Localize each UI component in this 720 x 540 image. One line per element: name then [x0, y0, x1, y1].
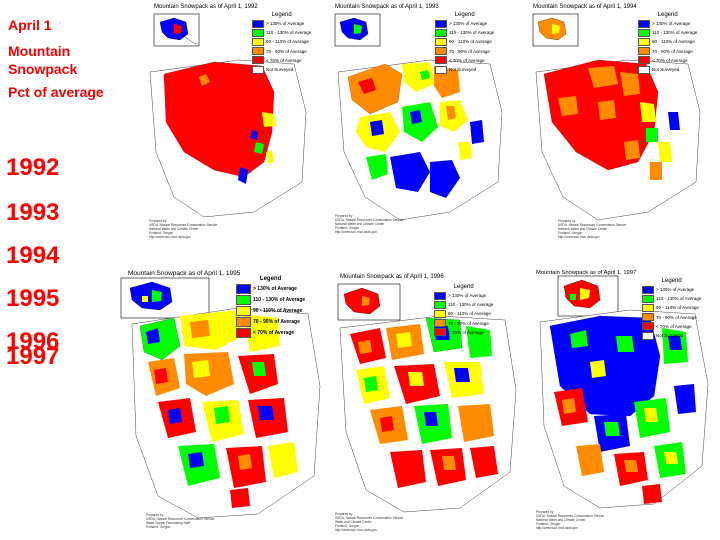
map-panel-1996: Mountain Snowpack as of April 1, 1996 Le… [330, 272, 522, 538]
year-label-1994: 1994 [6, 242, 60, 269]
legend-item: 70 - 90% of Average [638, 47, 697, 56]
legend-title: Legend [271, 12, 292, 18]
legend-item: 110 - 130% of Average [638, 28, 697, 37]
legend-item: 70 - 90% of Average [435, 47, 494, 56]
subtitle-label: Pct of average [8, 84, 104, 100]
legend-item: > 130% of Average [642, 285, 701, 294]
year-label-1997: 1997 [6, 343, 60, 370]
credit-1993: Prepared by USDA, Natural Resources Cons… [335, 214, 404, 234]
map-panel-1992: Mountain Snowpack as of April 1, 1992 Le… [144, 2, 322, 247]
map-title-1996: Mountain Snowpack as of April 1, 1996 [340, 274, 444, 280]
legend-title: Legend [453, 284, 474, 290]
legend-1994: Legend > 130% of Average 110 - 130% of A… [638, 12, 697, 74]
legend-item: Not Surveyed [638, 65, 697, 74]
legend-item: > 130% of Average [252, 19, 311, 28]
map-title-1993: Mountain Snowpack as of April 1, 1993 [335, 4, 439, 10]
snowpack-map-1993 [334, 13, 503, 221]
legend-item: > 130% of Average [638, 19, 697, 28]
legend-1996: Legend > 130% of Average 110 - 130% of A… [434, 284, 493, 337]
legend-item: > 130% of Average [435, 19, 494, 28]
legend-title: Legend [661, 278, 682, 284]
map-panel-1993: Mountain Snowpack as of April 1, 1993 Le… [330, 2, 520, 247]
legend-1997: Legend > 130% of Average 110 - 130% of A… [642, 278, 701, 340]
map-panel-1994: Mountain Snowpack as of April 1, 1994 Le… [528, 2, 718, 247]
legend-title: Legend [259, 276, 282, 282]
year-label-1992: 1992 [6, 154, 60, 181]
credit-1992: Prepared by USDA, Natural Resources Cons… [149, 219, 218, 239]
legend-item: Not Surveyed [252, 65, 311, 74]
legend-item: 70 - 90% of Average [252, 47, 311, 56]
date-label: April 1 [8, 17, 52, 33]
legend-item: > 130% of Average [236, 283, 305, 294]
legend-1995: Legend > 130% of Average 110 - 130% of A… [236, 276, 305, 338]
legend-item: Not Surveyed [435, 65, 494, 74]
legend-item: 110 - 130% of Average [642, 294, 701, 303]
legend-item: 110 - 130% of Average [435, 28, 494, 37]
credit-1996: Prepared by USDA, Natural Resources Cons… [335, 512, 404, 532]
legend-item: 70 - 90% of Average [236, 316, 305, 327]
map-title-1995: Mountain Snowpack as of April 1, 1995 [128, 270, 241, 277]
legend-item: 90 - 110% of Average [434, 309, 493, 318]
year-label-1995: 1995 [6, 285, 60, 312]
legend-item: 90 - 110% of Average [642, 303, 701, 312]
year-label-1993: 1993 [6, 199, 60, 226]
legend-item: 90 - 110% of Average [638, 37, 697, 46]
legend-1993: Legend > 130% of Average 110 - 130% of A… [435, 12, 494, 74]
legend-item: 70 - 90% of Average [642, 313, 701, 322]
credit-1997: Prepared by USDA, Natural Resources Cons… [536, 510, 605, 530]
legend-item: Not Surveyed [642, 331, 701, 340]
legend-item: 110 - 130% of Average [434, 300, 493, 309]
legend-title: Legend [454, 12, 475, 18]
credit-1995: Prepared by USDA, Natural Resources Cons… [146, 513, 215, 529]
legend-item: 70 - 90% of Average [434, 319, 493, 328]
year-label-1996: 1996 [6, 328, 60, 355]
legend-item: 110 - 130% of Average [236, 294, 305, 305]
snowpack-map-1995 [120, 277, 321, 519]
legend-item: < 70% of Average [642, 322, 701, 331]
legend-item: < 70% of Average [434, 328, 493, 337]
snowpack-map-1994 [532, 13, 701, 221]
snowpack-map-1992 [149, 13, 307, 218]
map-title-1992: Mountain Snowpack as of April 1, 1992 [154, 4, 258, 10]
legend-1992: Legend > 130% of Average 110 - 130% of A… [252, 12, 311, 74]
legend-item: 90 - 110% of Average [236, 305, 305, 316]
legend-title: Legend [657, 12, 678, 18]
title-line-2: Snowpack [8, 61, 78, 77]
legend-item: < 70% of Average [435, 56, 494, 65]
title-line-1: Mountain [8, 43, 71, 59]
snowpack-map-1996 [337, 283, 517, 513]
legend-item: < 70% of Average [252, 56, 311, 65]
map-panel-1995: Mountain Snowpack as of April 1, 1995 Le… [118, 266, 328, 538]
map-panel-1997: Mountain Snowpack as of April 1, 1997 Le… [530, 266, 718, 538]
map-title-1997: Mountain Snowpack as of April 1, 1997 [536, 270, 637, 276]
legend-item: < 70% of Average [236, 327, 305, 338]
credit-1994: Prepared by USDA, Natural Resources Cons… [558, 219, 627, 239]
snowpack-map-1997 [539, 275, 709, 509]
legend-item: 90 - 110% of Average [435, 37, 494, 46]
legend-item: 90 - 110% of Average [252, 37, 311, 46]
sidebar: April 1 Mountain Snowpack Pct of average… [0, 0, 140, 540]
map-title-1994: Mountain Snowpack as of April 1, 1994 [533, 4, 637, 10]
legend-item: > 130% of Average [434, 291, 493, 300]
legend-item: < 70% of Average [638, 56, 697, 65]
legend-item: 110 - 130% of Average [252, 28, 311, 37]
